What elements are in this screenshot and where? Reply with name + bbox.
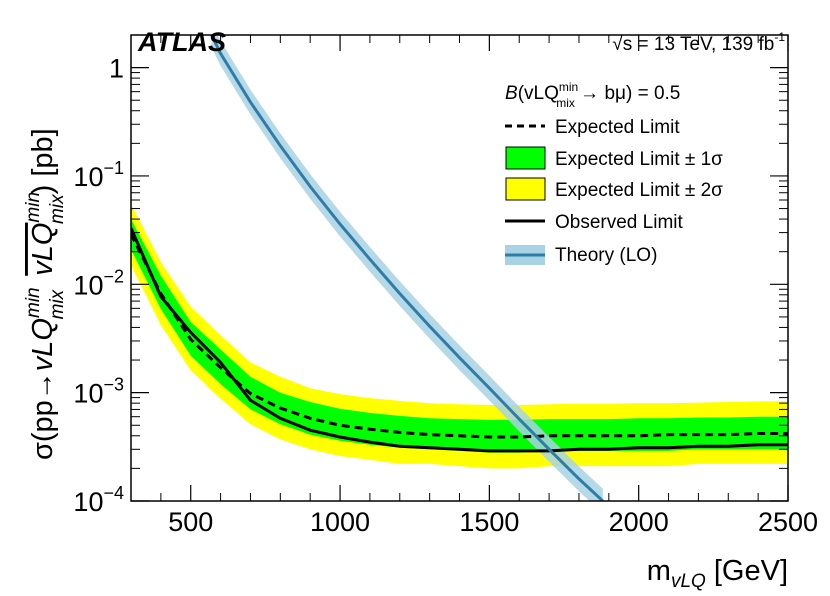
observed-limit-line (131, 227, 788, 453)
x-axis-title: mvLQ [GeV] (647, 555, 788, 592)
theory-line (210, 35, 604, 501)
axes: 500 1000 1500 2000 2500 10−4 10−3 10−2 10−1 1 (73, 34, 818, 537)
legend-condition: B(vLQmin mix → bμ) = 0.5 (505, 80, 680, 110)
y-tick-label: 10−2 (73, 266, 124, 300)
experiment-label: ATLAS (137, 27, 226, 57)
y-tick-label: 1 (109, 54, 124, 84)
energy-label: √s = 13 TeV, 139 fb-1 (612, 30, 785, 55)
theory-band (211, 35, 603, 501)
legend: B(vLQmin mix → bμ) = 0.5 Expected Limit E… (505, 80, 723, 266)
plot-area (131, 35, 788, 501)
expected-1sigma-band (131, 219, 788, 453)
x-tick-label: 2500 (758, 507, 818, 537)
x-tick-label: 1000 (310, 507, 370, 537)
legend-1sigma-swatch (505, 146, 546, 170)
legend-2sigma-swatch (505, 177, 546, 201)
x-tick-label: 500 (168, 507, 213, 537)
y-tick-label: 10−4 (73, 483, 124, 517)
x-tick-label: 1500 (459, 507, 519, 537)
y-tick-label: 10−3 (73, 375, 124, 409)
y-tick-label: 10−1 (73, 158, 124, 192)
y-axis-title: σ(pp→vLQmin mix vLQmin mix) [pb] (23, 128, 68, 460)
legend-theory-label: Theory (LO) (555, 245, 657, 266)
expected-limit-line (131, 233, 788, 439)
legend-expected-label: Expected Limit (555, 117, 680, 138)
legend-observed-label: Observed Limit (555, 212, 683, 233)
x-tick-label: 2000 (609, 507, 669, 537)
legend-1sigma-label: Expected Limit ± 1σ (555, 149, 723, 170)
legend-2sigma-label: Expected Limit ± 2σ (555, 180, 723, 201)
